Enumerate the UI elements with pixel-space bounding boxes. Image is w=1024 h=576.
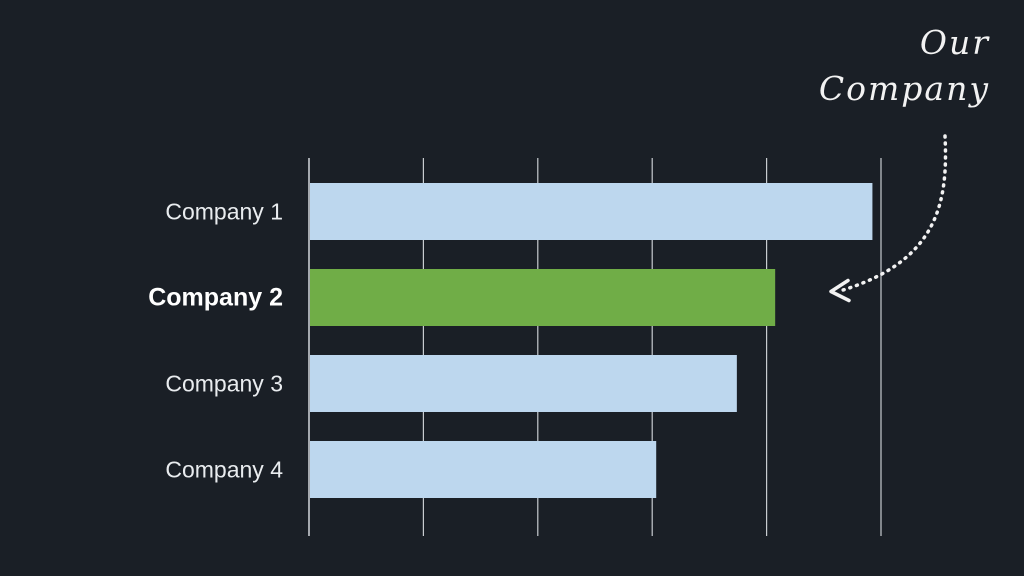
category-label-company-4: Company 4: [165, 457, 283, 483]
category-label-company-2: Company 2: [148, 284, 283, 312]
category-label-company-3: Company 3: [165, 371, 283, 397]
bar-company-1: [310, 183, 873, 240]
category-label-company-1: Company 1: [165, 199, 283, 225]
annotation-arrowhead: [829, 278, 851, 303]
category-labels: Company 1 Company 2 Company 3 Company 4: [148, 199, 283, 483]
annotation: Our Company: [819, 23, 990, 303]
bar-company-3: [310, 355, 737, 412]
annotation-arrow: [836, 134, 948, 294]
bars: [310, 183, 873, 498]
annotation-line-our: Our: [920, 23, 990, 62]
annotation-line-company: Company: [819, 69, 990, 108]
bar-company-4: [310, 441, 657, 498]
bar-company-2: [310, 269, 776, 326]
